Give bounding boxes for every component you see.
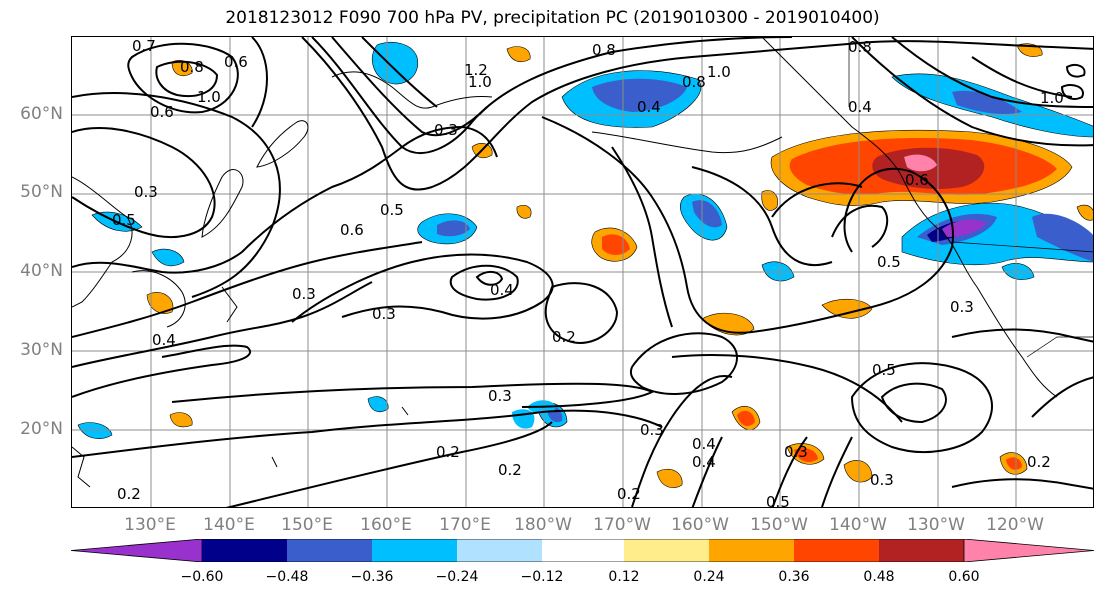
- colorbar-extend-left: [71, 539, 203, 562]
- contour-label: 0.8: [848, 38, 872, 56]
- lon-label-170w: 170°W: [593, 515, 651, 535]
- contour-label: 0.2: [117, 485, 141, 503]
- lon-label-160e: 160°E: [360, 515, 412, 535]
- contour-label: 0.3: [434, 121, 458, 139]
- lon-label-170e: 170°E: [439, 515, 491, 535]
- map-canvas: 0.7 0.8 0.6 1.0 0.6 0.3 0.5 1.2 1.0 0.8 …: [72, 37, 1093, 508]
- colorbar-bin: [372, 539, 457, 562]
- contour-label: 0.3: [134, 183, 158, 201]
- contour-label: 0.7: [132, 37, 156, 55]
- lon-label-130e: 130°E: [124, 515, 176, 535]
- map-title: 2018123012 F090 700 hPa PV, precipitatio…: [225, 8, 880, 28]
- contour-label: 0.3: [784, 443, 808, 461]
- lon-label-120w: 120°W: [986, 515, 1044, 535]
- colorbar-tick: 0.36: [778, 569, 810, 585]
- contour-label: 0.2: [552, 328, 576, 346]
- map-panel: 0.7 0.8 0.6 1.0 0.6 0.3 0.5 1.2 1.0 0.8 …: [71, 36, 1094, 508]
- lat-label-30n: 30°N: [20, 340, 63, 360]
- contour-labels: 0.7 0.8 0.6 1.0 0.6 0.3 0.5 1.2 1.0 0.8 …: [112, 37, 1064, 508]
- contour-label: 0.2: [436, 443, 460, 461]
- colorbar-tick: −0.48: [265, 569, 309, 585]
- colorbar-bin: [542, 539, 624, 562]
- contour-label: 0.6: [905, 171, 929, 189]
- lon-label-180w: 180°W: [514, 515, 572, 535]
- lon-label-140e: 140°E: [203, 515, 255, 535]
- colorbar-bin: [624, 539, 709, 562]
- colorbar-bin: [202, 539, 287, 562]
- contour-label: 0.5: [872, 361, 896, 379]
- colorbar-tick: 0.60: [948, 569, 980, 585]
- contour-label: 0.4: [848, 98, 872, 116]
- colorbar-tick: −0.60: [180, 569, 224, 585]
- lat-label-60n: 60°N: [20, 104, 63, 124]
- contour-label: 1.0: [197, 88, 221, 106]
- colorbar-tick: 0.48: [863, 569, 895, 585]
- contour-label: 1.0: [707, 63, 731, 81]
- colorbar-tick: −0.12: [520, 569, 564, 585]
- contour-label: 0.2: [1027, 453, 1051, 471]
- contour-label: 0.5: [380, 201, 404, 219]
- lat-label-40n: 40°N: [20, 261, 63, 281]
- contour-label: 0.4: [152, 331, 176, 349]
- contour-label: 0.8: [682, 73, 706, 91]
- colorbar-extend-right: [963, 539, 1094, 562]
- lon-label-130w: 130°W: [907, 515, 965, 535]
- contour-label: 0.5: [766, 493, 790, 508]
- colorbar-bin: [709, 539, 794, 562]
- country-borders: [848, 37, 1093, 358]
- contour-label: 0.2: [617, 485, 641, 503]
- precip-positive-shading: [146, 43, 1093, 488]
- contour-label: 0.4: [692, 453, 716, 471]
- lon-label-150e: 150°E: [281, 515, 333, 535]
- graticule: [72, 37, 1093, 507]
- colorbar-tick: −0.36: [350, 569, 394, 585]
- contour-label: 0.3: [950, 298, 974, 316]
- contour-label: 1.2: [464, 61, 488, 79]
- contour-label: 0.8: [592, 41, 616, 59]
- colorbar: [71, 539, 1094, 562]
- contour-label: 0.6: [150, 103, 174, 121]
- lon-label-140w: 140°W: [829, 515, 887, 535]
- contour-label: 0.4: [637, 98, 661, 116]
- colorbar-bin: [794, 539, 879, 562]
- colorbar-bin: [287, 539, 372, 562]
- contour-label: 1.0: [468, 73, 492, 91]
- contour-label: 0.8: [180, 58, 204, 76]
- colorbar-bin: [879, 539, 964, 562]
- contour-label: 0.3: [640, 421, 664, 439]
- colorbar-tick: 0.12: [608, 569, 640, 585]
- contour-label: 0.3: [870, 471, 894, 489]
- contour-label: 0.3: [292, 285, 316, 303]
- contour-label: 0.6: [340, 221, 364, 239]
- colorbar-tick: 0.24: [693, 569, 725, 585]
- contour-label: 1.0: [1040, 89, 1064, 107]
- lon-label-150w: 150°W: [750, 515, 808, 535]
- contour-label: 0.3: [372, 305, 396, 323]
- colorbar-tick: −0.24: [435, 569, 479, 585]
- lat-label-50n: 50°N: [20, 182, 63, 202]
- colorbar-bin: [457, 539, 542, 562]
- contour-label: 0.4: [692, 435, 716, 453]
- contour-label: 0.4: [490, 281, 514, 299]
- contour-label: 0.2: [498, 461, 522, 479]
- lat-label-20n: 20°N: [20, 419, 63, 439]
- pv-contours: [72, 37, 1093, 507]
- contour-label: 0.5: [112, 211, 136, 229]
- coastlines: [72, 37, 1058, 488]
- contour-label: 0.6: [224, 53, 248, 71]
- contour-label: 0.3: [488, 387, 512, 405]
- lon-label-160w: 160°W: [671, 515, 729, 535]
- contour-label: 0.5: [877, 253, 901, 271]
